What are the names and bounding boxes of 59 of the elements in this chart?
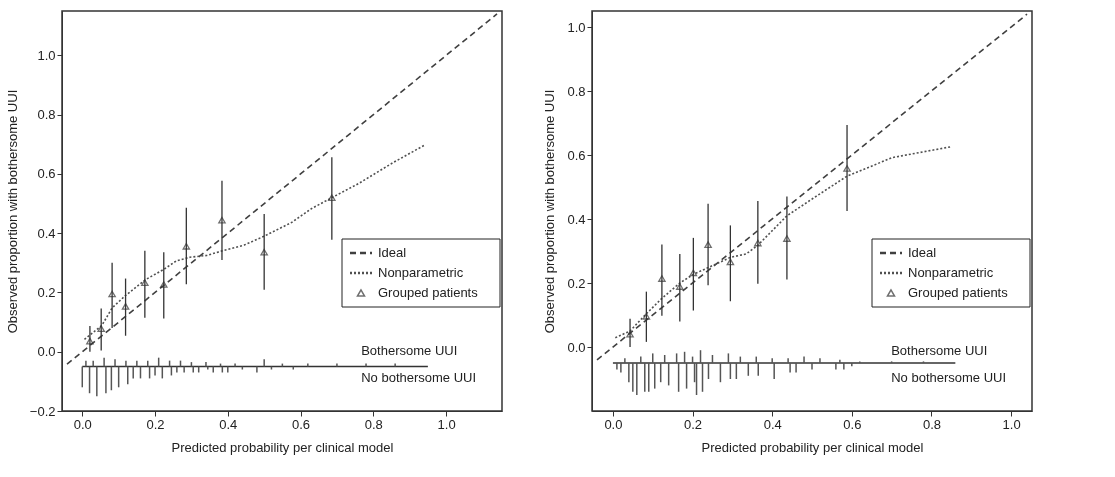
- x-tick-label: 0.8: [364, 416, 383, 432]
- y-tick-label: 1.0: [37, 47, 56, 63]
- point: [726, 258, 735, 266]
- x-tick-label: 0.2: [684, 416, 703, 432]
- point: [182, 242, 191, 250]
- point: [689, 269, 698, 277]
- point: [783, 235, 791, 242]
- y-tick-label: 0.6: [567, 147, 586, 163]
- point: [86, 337, 94, 345]
- x-tick-label: 0.0: [604, 416, 623, 432]
- point: [626, 330, 634, 338]
- y-tick-label: 0.6: [37, 166, 56, 182]
- point: [159, 281, 168, 288]
- x-tick-label: 0.8: [922, 416, 941, 432]
- x-axis-title: Predicted probability per clinical model: [171, 439, 394, 455]
- x-tick-label: 0.0: [73, 416, 92, 432]
- x-tick-label: 1.0: [1002, 416, 1021, 432]
- point: [658, 275, 666, 282]
- point: [108, 290, 116, 298]
- y-axis-title: Observed proportion with bothersome UUI: [542, 89, 558, 334]
- x-tick-label: 0.4: [219, 416, 238, 432]
- y-tick-label: 1.0: [567, 19, 586, 35]
- x-tick-label: 1.0: [437, 416, 456, 432]
- legend-label: Nonparametric: [908, 265, 994, 280]
- y-tick-label: 0.0: [567, 339, 586, 355]
- y-tick-label: −0.2: [29, 403, 56, 419]
- legend-label: Grouped patients: [378, 285, 479, 300]
- y-tick-label: 0.8: [37, 107, 56, 123]
- y-axis-title: Observed proportion with bothersome UUI: [4, 89, 20, 334]
- point: [328, 194, 336, 202]
- y-tick-label: 0.2: [567, 275, 586, 291]
- y-tick-label: 0.4: [567, 211, 586, 227]
- legend-label: Grouped patients: [908, 285, 1009, 300]
- point: [141, 279, 149, 287]
- annotation: No bothersome UUI: [361, 370, 477, 386]
- point: [754, 239, 762, 247]
- y-tick-label: 0.2: [37, 284, 56, 300]
- point: [218, 216, 226, 224]
- annotation: No bothersome UUI: [891, 370, 1007, 386]
- point: [260, 248, 268, 256]
- point: [642, 312, 651, 320]
- point: [843, 165, 851, 172]
- annotation: Bothersome UUI: [891, 343, 988, 358]
- x-axis-title: Predicted probability per clinical model: [701, 439, 924, 455]
- x-tick-label: 0.2: [146, 416, 165, 432]
- annotation: Bothersome UUI: [361, 343, 458, 358]
- x-tick-label: 0.6: [292, 416, 311, 432]
- legend-label: Ideal: [378, 245, 407, 260]
- point: [676, 283, 684, 290]
- legend-label: Nonparametric: [378, 265, 464, 280]
- x-tick-label: 0.4: [763, 416, 782, 432]
- point: [121, 303, 130, 310]
- point: [704, 241, 712, 248]
- point: [97, 325, 106, 333]
- y-tick-label: 0.8: [567, 83, 586, 99]
- y-tick-label: 0.0: [37, 344, 56, 360]
- legend-label: Ideal: [908, 245, 937, 260]
- y-tick-label: 0.4: [37, 225, 56, 241]
- x-tick-label: 0.6: [843, 416, 862, 432]
